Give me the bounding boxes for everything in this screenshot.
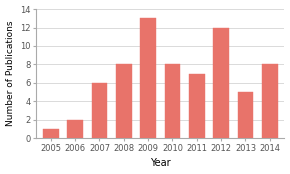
Bar — [238, 92, 253, 138]
Bar — [140, 18, 156, 138]
Bar — [262, 64, 278, 138]
Bar — [213, 27, 229, 138]
Y-axis label: Number of Publications: Number of Publications — [6, 21, 14, 126]
X-axis label: Year: Year — [150, 159, 171, 168]
Bar — [189, 74, 205, 138]
Bar — [116, 64, 132, 138]
Bar — [67, 120, 83, 138]
Bar — [92, 83, 107, 138]
Bar — [164, 64, 180, 138]
Bar — [43, 129, 59, 138]
